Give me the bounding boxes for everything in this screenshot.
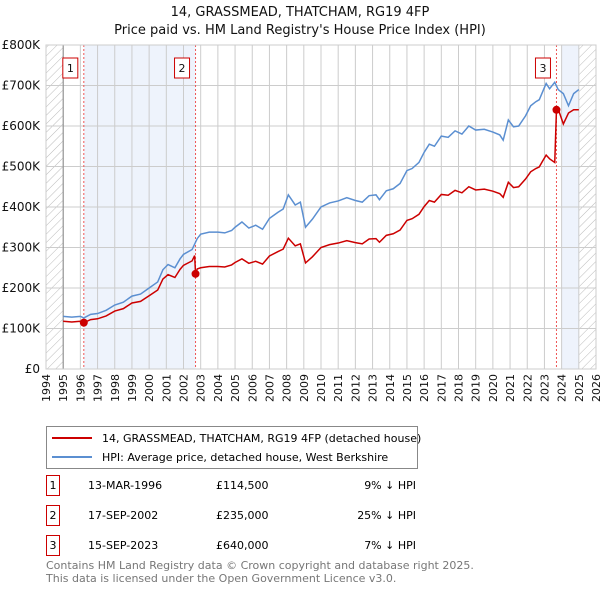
y-tick-label: £700K — [2, 79, 42, 93]
x-tick-label: 2024 — [556, 374, 569, 402]
x-tick-label: 1997 — [92, 374, 105, 402]
series-line — [63, 80, 580, 319]
sale-label-box — [62, 57, 79, 79]
footer-line-2: This data is licensed under the Open Gov… — [46, 572, 397, 585]
legend-item-hpi: HPI: Average price, detached house, West… — [47, 448, 388, 466]
sale-label-box — [174, 57, 191, 79]
sale-price: £640,000 — [216, 539, 269, 552]
chart-title: 14, GRASSMEAD, THATCHAM, RG19 4FP — [170, 5, 430, 20]
sale-hpi-diff: 25% ↓ HPI — [357, 509, 416, 522]
x-tick-label: 1999 — [126, 374, 139, 402]
sale-row: 2 17-SEP-2002 £235,000 25% ↓ HPI — [46, 505, 446, 526]
y-tick-label: £400K — [2, 200, 42, 214]
legend-swatch-red — [52, 437, 92, 439]
x-tick-label: 2017 — [435, 374, 448, 402]
sale-hpi-diff: 9% ↓ HPI — [364, 479, 416, 492]
sale-marker: 1 — [46, 475, 60, 496]
x-tick-label: 2018 — [453, 374, 466, 402]
x-tick-label: 1995 — [57, 374, 70, 402]
x-tick-label: 2009 — [298, 374, 311, 402]
footer-line-1: Contains HM Land Registry data © Crown c… — [46, 559, 474, 572]
sale-date: 15-SEP-2023 — [88, 539, 159, 552]
x-tick-label: 2025 — [573, 374, 586, 402]
x-tick-label: 2008 — [281, 374, 294, 402]
y-tick-label: £800K — [2, 38, 42, 52]
series-line — [63, 107, 579, 324]
sale-date: 17-SEP-2002 — [88, 509, 159, 522]
x-tick-label: 2002 — [178, 374, 191, 402]
chart-subtitle: Price paid vs. HM Land Registry's House … — [114, 23, 486, 38]
y-tick-label: £600K — [2, 119, 42, 133]
sale-row: 1 13-MAR-1996 £114,500 9% ↓ HPI — [46, 475, 446, 496]
y-tick-label: £500K — [2, 160, 42, 174]
x-tick-label: 2016 — [418, 374, 431, 402]
sale-point — [552, 105, 561, 114]
sale-hpi-diff: 7% ↓ HPI — [364, 539, 416, 552]
x-tick-label: 2022 — [521, 374, 534, 402]
legend-label: 14, GRASSMEAD, THATCHAM, RG19 4FP (detac… — [102, 431, 422, 445]
sale-label: 2 — [179, 62, 186, 75]
x-tick-label: 1998 — [109, 374, 122, 402]
x-tick-label: 2003 — [195, 374, 208, 402]
legend-swatch-blue — [52, 456, 92, 458]
sale-date: 13-MAR-1996 — [88, 479, 163, 492]
sale-point — [191, 269, 200, 278]
x-tick-label: 2026 — [590, 374, 600, 402]
x-tick-label: 2000 — [143, 374, 156, 402]
y-tick-label: £200K — [2, 281, 42, 295]
y-tick-label: £0 — [25, 362, 40, 376]
x-tick-label: 1996 — [74, 374, 87, 402]
sale-price: £235,000 — [216, 509, 269, 522]
sale-marker: 3 — [46, 535, 60, 556]
x-tick-label: 2020 — [487, 374, 500, 402]
x-tick-label: 2001 — [160, 374, 173, 402]
sale-row: 3 15-SEP-2023 £640,000 7% ↓ HPI — [46, 535, 446, 556]
price-chart: 1994 1995 1996 1997 1998 1999 2000 2001 2002 2003… — [2, 38, 600, 402]
x-tick-label: 2014 — [384, 374, 397, 402]
x-tick-label: 2007 — [263, 374, 276, 402]
y-tick-label: £100K — [2, 322, 42, 336]
legend-label: HPI: Average price, detached house, West… — [102, 450, 389, 464]
x-tick-label: 2021 — [504, 374, 517, 402]
sale-price: £114,500 — [216, 479, 269, 492]
x-tick-label: 2005 — [229, 374, 242, 402]
sale-label: 1 — [67, 62, 74, 75]
x-tick-label: 2010 — [315, 374, 328, 402]
sale-label: 3 — [539, 62, 546, 75]
y-tick-label: £300K — [2, 241, 42, 255]
x-tick-label: 2013 — [367, 374, 380, 402]
x-tick-label: 2006 — [246, 374, 259, 402]
x-tick-label: 2015 — [401, 374, 414, 402]
sale-marker: 2 — [46, 505, 60, 526]
sale-point — [79, 318, 88, 327]
legend: 14, GRASSMEAD, THATCHAM, RG19 4FP (detac… — [46, 426, 421, 469]
sale-label-box — [534, 57, 551, 79]
x-tick-label: 1994 — [40, 374, 53, 402]
x-tick-label: 2012 — [349, 374, 362, 402]
x-tick-label: 2004 — [212, 374, 225, 402]
plot-border — [45, 44, 597, 370]
x-tick-label: 2011 — [332, 374, 345, 402]
x-tick-label: 2019 — [470, 374, 483, 402]
legend-item-property: 14, GRASSMEAD, THATCHAM, RG19 4FP (detac… — [47, 429, 421, 447]
x-tick-label: 2023 — [538, 374, 551, 402]
